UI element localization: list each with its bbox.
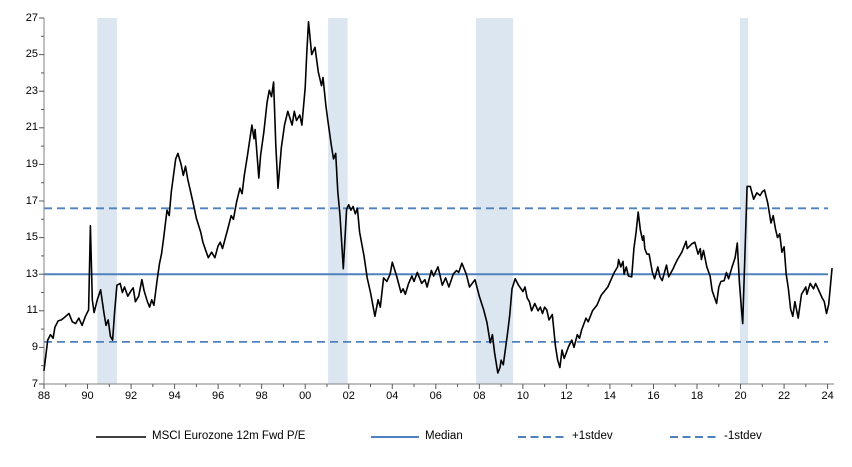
x-tick-label: 96 xyxy=(212,390,225,402)
x-tick-label: 20 xyxy=(734,390,747,402)
x-tick-label: 16 xyxy=(647,390,660,402)
legend-line-sample-median xyxy=(371,435,419,438)
x-tick-label: 12 xyxy=(560,390,573,402)
y-tick-label: 19 xyxy=(25,157,38,170)
legend-item-minus1stdev: -1stdev xyxy=(670,429,762,444)
x-tick-label: 22 xyxy=(777,390,791,402)
y-tick-label: 15 xyxy=(25,231,38,244)
y-tick-label: 9 xyxy=(31,340,38,353)
legend-line-sample-black xyxy=(96,435,146,438)
x-tick-label: 00 xyxy=(299,390,312,402)
legend-line-sample-minus1stdev xyxy=(670,435,718,438)
x-tick-label: 94 xyxy=(168,390,181,402)
legend-label-median: Median xyxy=(425,430,463,442)
legend-label-minus1stdev: -1stdev xyxy=(724,430,762,442)
y-tick-label: 25 xyxy=(25,48,38,61)
legend-label-plus1stdev: +1stdev xyxy=(572,430,613,442)
y-tick-label: 17 xyxy=(25,194,38,207)
recession-band xyxy=(476,18,514,384)
legend-line-sample-plus1stdev xyxy=(518,435,566,438)
y-tick-label: 13 xyxy=(25,267,38,280)
x-tick-label: 18 xyxy=(690,390,704,402)
y-tick-label: 7 xyxy=(31,377,38,390)
y-tick-label: 27 xyxy=(25,11,38,24)
pe-series-line xyxy=(43,20,833,374)
x-tick-label: 08 xyxy=(473,390,486,402)
legend-item-pe-series: MSCI Eurozone 12m Fwd P/E xyxy=(96,429,305,444)
x-tick-label: 88 xyxy=(37,390,51,402)
x-tick-label: 92 xyxy=(124,390,138,402)
x-tick-label: 04 xyxy=(386,390,399,402)
y-tick-label: 23 xyxy=(25,84,38,97)
y-tick-label: 11 xyxy=(26,304,38,317)
x-tick-label: 98 xyxy=(255,390,268,402)
legend-label-pe-series: MSCI Eurozone 12m Fwd P/E xyxy=(152,430,306,442)
x-tick-label: 10 xyxy=(516,390,529,402)
y-tick-label: 21 xyxy=(25,121,38,134)
x-tick-label: 14 xyxy=(603,390,617,402)
x-tick-label: 24 xyxy=(821,390,834,402)
x-tick-label: 02 xyxy=(342,390,355,402)
recession-band xyxy=(739,18,749,384)
x-tick-label: 90 xyxy=(81,390,94,402)
x-tick-label: 06 xyxy=(429,390,442,402)
legend-item-median: Median xyxy=(371,429,463,444)
legend-item-plus1stdev: +1stdev xyxy=(518,429,613,444)
recession-band xyxy=(97,18,117,384)
